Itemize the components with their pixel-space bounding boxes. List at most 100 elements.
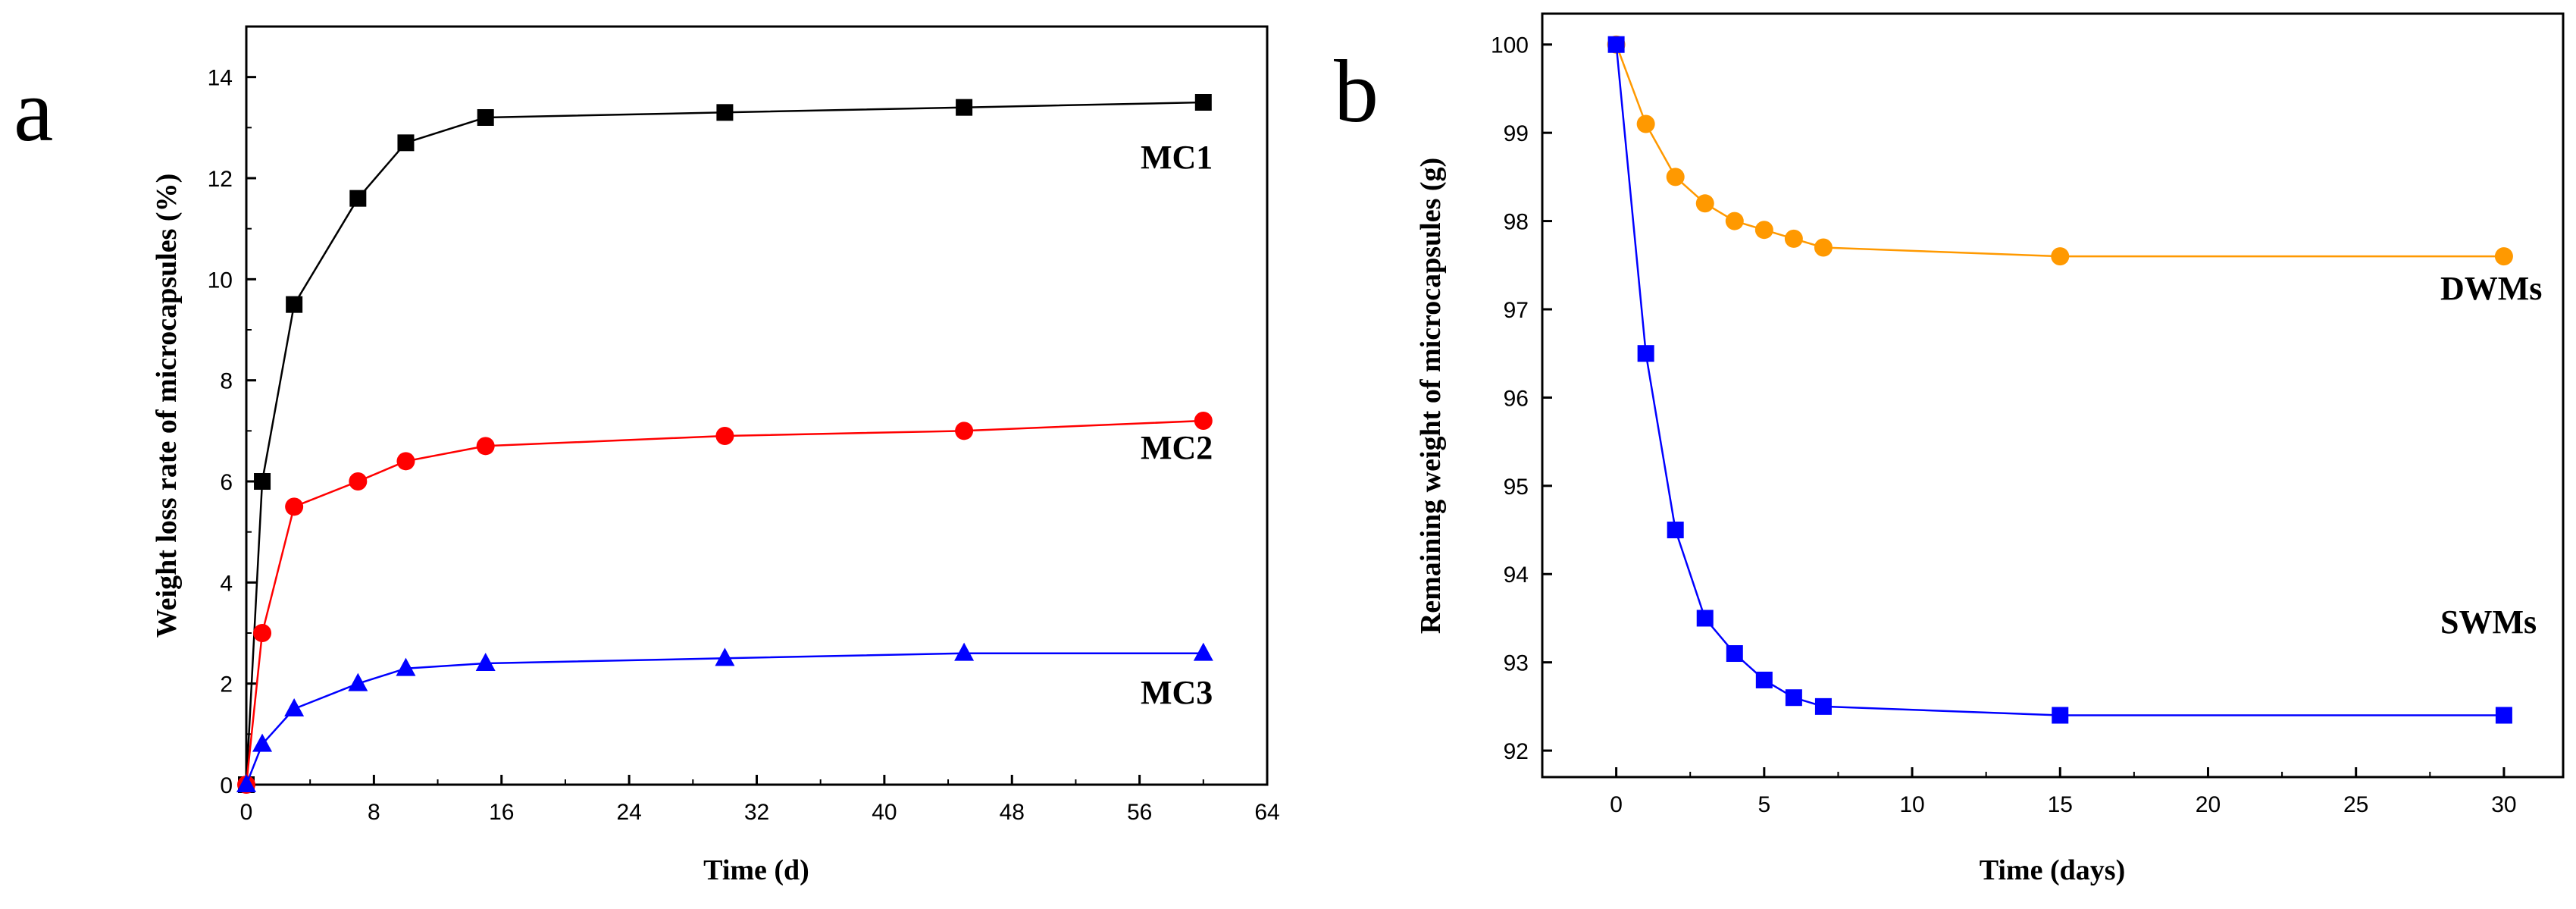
panel-a-mc2-point-5 — [476, 437, 495, 456]
panel-b-x-axis-title: Time (days) — [1980, 854, 2125, 886]
panel-a-mc3-point-7 — [954, 642, 975, 661]
panel-b-swms-point-6 — [1785, 689, 1802, 707]
panel-a-x-axis-title: Time (d) — [703, 854, 809, 886]
panel-b-swms-label: SWMs — [2440, 603, 2537, 641]
panel-b-x-tick-label-1: 5 — [1758, 792, 1770, 817]
panel-b-x-tick-label-0: 0 — [1610, 792, 1623, 817]
panel-a-mc1-point-5 — [477, 109, 494, 126]
panel-a-mc1-series — [238, 94, 1212, 793]
panel-a-mc2-point-8 — [1194, 412, 1213, 430]
panel-a-mc2-label: MC2 — [1141, 429, 1213, 466]
panel-b-x-tick-label-2: 10 — [1899, 792, 1924, 817]
panel-a-mc1-label: MC1 — [1141, 139, 1213, 176]
panel-a-series-labels: MC1 MC2 MC3 — [1141, 139, 1213, 711]
panel-a-y-tick-label-2: 4 — [220, 571, 233, 596]
panel-b-axes: 0 5 10 15 20 25 30 92 93 94 95 96 97 98 99 100 — [1491, 33, 2517, 817]
panel-a-mc1-point-1 — [254, 473, 271, 490]
panel-a-mc1-point-2 — [286, 296, 303, 313]
panel-b-series — [1607, 35, 2513, 724]
panel-a-x-tick-label-7: 56 — [1127, 800, 1152, 825]
panel-b-series-labels: DWMs SWMs — [2440, 270, 2542, 641]
panel-b-swms-point-8 — [2052, 707, 2069, 724]
panel-b-dwms-point-7 — [1814, 238, 1833, 257]
panel-a-mc2-line — [245, 419, 1203, 785]
panel-a-x-tick-label-1: 8 — [368, 800, 380, 825]
panel-a-mc3-point-4 — [396, 657, 416, 676]
panel-b-dwms-point-1 — [1636, 114, 1655, 133]
panel-b-swms-point-2 — [1667, 522, 1684, 539]
panel-b-dwms-series — [1607, 35, 2513, 266]
panel-b-dwms-point-5 — [1754, 221, 1773, 240]
panel-a-mc2-point-3 — [349, 472, 368, 491]
panel-a-y-tick-label-7: 14 — [208, 66, 233, 91]
panel-a-y-tick-label-3: 6 — [220, 470, 233, 495]
panel-a-y-tick-label-1: 2 — [220, 672, 233, 697]
panel-a-x-tick-label-3: 24 — [616, 800, 641, 825]
panel-b-label: b — [1334, 42, 1379, 141]
panel-b-swms-point-4 — [1726, 645, 1743, 663]
panel-a-mc1-point-4 — [397, 134, 415, 152]
panel-a-mc2-point-7 — [955, 422, 974, 440]
panel-a-series — [236, 94, 1213, 794]
panel-b-x-tick-label-6: 30 — [2491, 792, 2516, 817]
panel-a-x-tick-label-5: 40 — [872, 800, 897, 825]
panel-a-y-tick-label-4: 8 — [220, 369, 233, 394]
panel-b-dwms-label: DWMs — [2440, 270, 2542, 307]
panel-a-mc1-point-8 — [1194, 94, 1212, 111]
panel-b-swms-point-1 — [1637, 345, 1654, 362]
panel-a-mc3-label: MC3 — [1141, 674, 1213, 711]
panel-b-swms-point-3 — [1696, 610, 1714, 627]
panel-b-y-tick-label-8: 100 — [1491, 33, 1529, 58]
panel-b-plot-frame — [1541, 12, 2565, 779]
panel-b-y-axis-title: Remaining weight of microcapsules (g) — [1415, 158, 1447, 634]
panel-b-y-tick-label-0: 92 — [1504, 739, 1529, 764]
panel-a-x-tick-label-8: 64 — [1254, 800, 1279, 825]
panel-a-mc3-point-2 — [284, 698, 305, 716]
panel-b-dwms-line — [1615, 44, 2504, 258]
panel-a-y-axis-title: Weight loss rate of microcapsules (%) — [151, 174, 183, 638]
panel-a-y-tick-label-6: 12 — [208, 167, 233, 192]
panel-a-mc2-series — [237, 412, 1213, 794]
panel-b-dwms-point-3 — [1695, 194, 1714, 213]
panel-a-x-tick-label-2: 16 — [489, 800, 514, 825]
panel-a-mc3-point-3 — [348, 672, 368, 691]
panel-a-mc2-point-4 — [396, 452, 415, 471]
panel-b-y-tick-label-1: 93 — [1504, 651, 1529, 676]
panel-a-mc2-point-2 — [285, 497, 304, 516]
panel-a-y-tick-label-0: 0 — [220, 773, 233, 798]
panel-b-dwms-point-6 — [1784, 229, 1803, 248]
panel-a-mc3-line — [245, 652, 1203, 785]
panel-a-y-tick-label-5: 10 — [208, 268, 233, 293]
panel-a-x-tick-label-6: 48 — [1000, 800, 1025, 825]
panel-b-y-tick-label-5: 97 — [1504, 298, 1529, 323]
panel-b: b 0 5 10 15 20 25 30 92 93 94 95 96 97 98 99 100 DWMs SW… — [1334, 12, 2565, 886]
panel-a-mc3-point-8 — [1193, 642, 1213, 661]
panel-b-dwms-point-8 — [2051, 247, 2070, 266]
panel-b-swms-line — [1615, 44, 2504, 716]
panel-b-x-tick-label-4: 20 — [2196, 792, 2221, 817]
panel-a-mc3-point-5 — [475, 653, 496, 671]
panel-b-y-tick-label-6: 98 — [1504, 210, 1529, 235]
panel-a-mc3-point-6 — [715, 647, 735, 666]
panel-a-mc1-point-3 — [349, 190, 367, 207]
panel-a-mc3-series — [236, 642, 1213, 792]
panel-b-x-tick-label-5: 25 — [2343, 792, 2368, 817]
panel-a-mc1-point-7 — [956, 99, 973, 116]
panel-b-swms-point-9 — [2495, 707, 2512, 724]
panel-a-mc2-point-1 — [253, 624, 272, 642]
panel-b-swms-point-5 — [1755, 671, 1773, 688]
panel-b-swms-series — [1607, 36, 2512, 724]
panel-b-y-tick-label-2: 94 — [1504, 563, 1529, 588]
panel-b-y-tick-label-3: 95 — [1504, 475, 1529, 500]
panel-a-mc3-point-1 — [252, 733, 273, 752]
panel-b-dwms-point-4 — [1725, 212, 1744, 230]
panel-b-y-tick-label-4: 96 — [1504, 386, 1529, 411]
panel-a-mc1-point-6 — [716, 104, 734, 121]
panel-a-label: a — [14, 61, 53, 160]
panel-b-swms-point-7 — [1814, 697, 1832, 715]
panel-a-mc2-point-6 — [715, 427, 734, 445]
panel-a-x-tick-label-4: 32 — [744, 800, 769, 825]
